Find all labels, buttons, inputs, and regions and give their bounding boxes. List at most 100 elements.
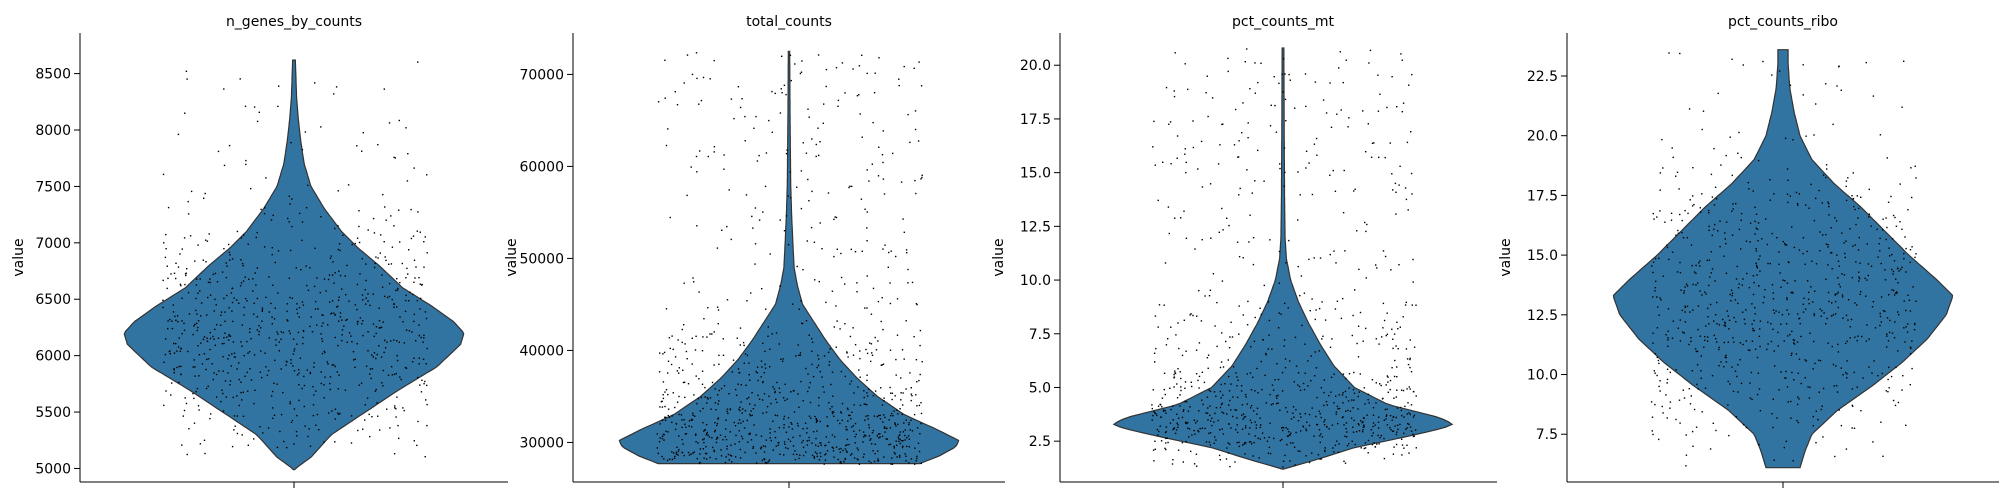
data-point [879, 436, 881, 438]
data-point [192, 333, 194, 336]
data-point [853, 392, 855, 394]
data-point [162, 279, 164, 282]
data-point [819, 442, 821, 444]
data-point [1694, 348, 1697, 350]
data-point [1780, 371, 1782, 373]
data-point [1386, 312, 1388, 314]
data-point [293, 443, 295, 445]
data-point [874, 336, 876, 339]
data-point [913, 413, 916, 416]
data-point [243, 234, 245, 236]
data-point [1823, 312, 1825, 314]
data-point [883, 427, 886, 429]
data-point [763, 458, 766, 461]
data-point [1749, 397, 1752, 399]
data-point [807, 108, 809, 110]
data-point [713, 449, 715, 451]
data-point [1323, 379, 1325, 381]
data-point [405, 299, 407, 302]
data-point [1377, 110, 1380, 112]
data-point [779, 112, 782, 114]
data-point [1854, 208, 1856, 211]
data-point [220, 400, 222, 403]
data-point [173, 368, 175, 370]
data-point [1793, 343, 1796, 345]
data-point [776, 414, 779, 417]
data-point [1319, 441, 1321, 444]
data-point [344, 275, 346, 277]
data-point [892, 415, 894, 417]
data-point [1886, 346, 1888, 348]
data-point [723, 168, 725, 170]
data-point [848, 414, 850, 417]
data-point [820, 455, 822, 458]
data-point [1726, 310, 1728, 312]
data-point [900, 181, 903, 183]
data-point [424, 311, 427, 313]
data-point [1852, 245, 1854, 247]
data-point [889, 414, 892, 417]
data-point [1739, 359, 1741, 361]
data-point [193, 422, 196, 424]
data-point [1845, 371, 1847, 374]
data-point [749, 379, 751, 381]
data-point [276, 383, 278, 385]
data-point [238, 362, 240, 364]
data-point [263, 246, 266, 248]
data-point [1690, 244, 1693, 246]
data-point [256, 316, 258, 318]
data-point [1283, 185, 1285, 187]
data-point [1906, 331, 1909, 333]
data-point [381, 382, 383, 384]
data-point [247, 243, 249, 245]
data-point [398, 209, 400, 211]
data-point [676, 446, 678, 448]
data-point [1367, 439, 1370, 442]
data-point [837, 419, 839, 422]
data-point [1914, 256, 1916, 259]
data-point [1857, 249, 1860, 251]
data-point [1413, 414, 1416, 417]
data-point [1226, 447, 1228, 449]
data-point [1352, 388, 1355, 391]
data-point [730, 444, 732, 446]
data-point [271, 390, 274, 393]
data-point [320, 126, 322, 128]
data-point [784, 383, 786, 385]
data-point [686, 194, 688, 197]
data-point [1852, 172, 1854, 174]
data-point [391, 374, 393, 376]
data-point [1365, 151, 1367, 153]
data-point [1330, 376, 1333, 378]
data-point [1907, 294, 1909, 296]
data-point [1653, 218, 1655, 220]
data-point [378, 345, 380, 347]
data-point [1342, 416, 1344, 418]
data-point [841, 402, 844, 405]
data-point [815, 143, 817, 146]
data-point [1713, 334, 1715, 337]
data-point [682, 381, 685, 384]
data-point [1903, 60, 1905, 62]
data-point [384, 339, 386, 342]
data-point [288, 330, 290, 332]
data-point [1770, 323, 1772, 325]
data-point [1345, 59, 1347, 61]
data-point [1410, 371, 1413, 373]
data-point [669, 216, 671, 219]
data-point [1876, 228, 1878, 231]
data-point [1176, 397, 1179, 399]
data-point [824, 454, 826, 456]
data-point [1174, 372, 1177, 375]
data-point [809, 381, 811, 384]
data-point [1790, 292, 1792, 294]
data-point [343, 325, 345, 327]
data-point [1840, 367, 1842, 369]
data-point [1154, 412, 1156, 414]
data-point [854, 436, 856, 438]
data-point [1778, 311, 1780, 313]
data-point [1804, 359, 1806, 361]
data-point [877, 450, 879, 452]
data-point [725, 456, 727, 458]
data-point [711, 437, 713, 439]
